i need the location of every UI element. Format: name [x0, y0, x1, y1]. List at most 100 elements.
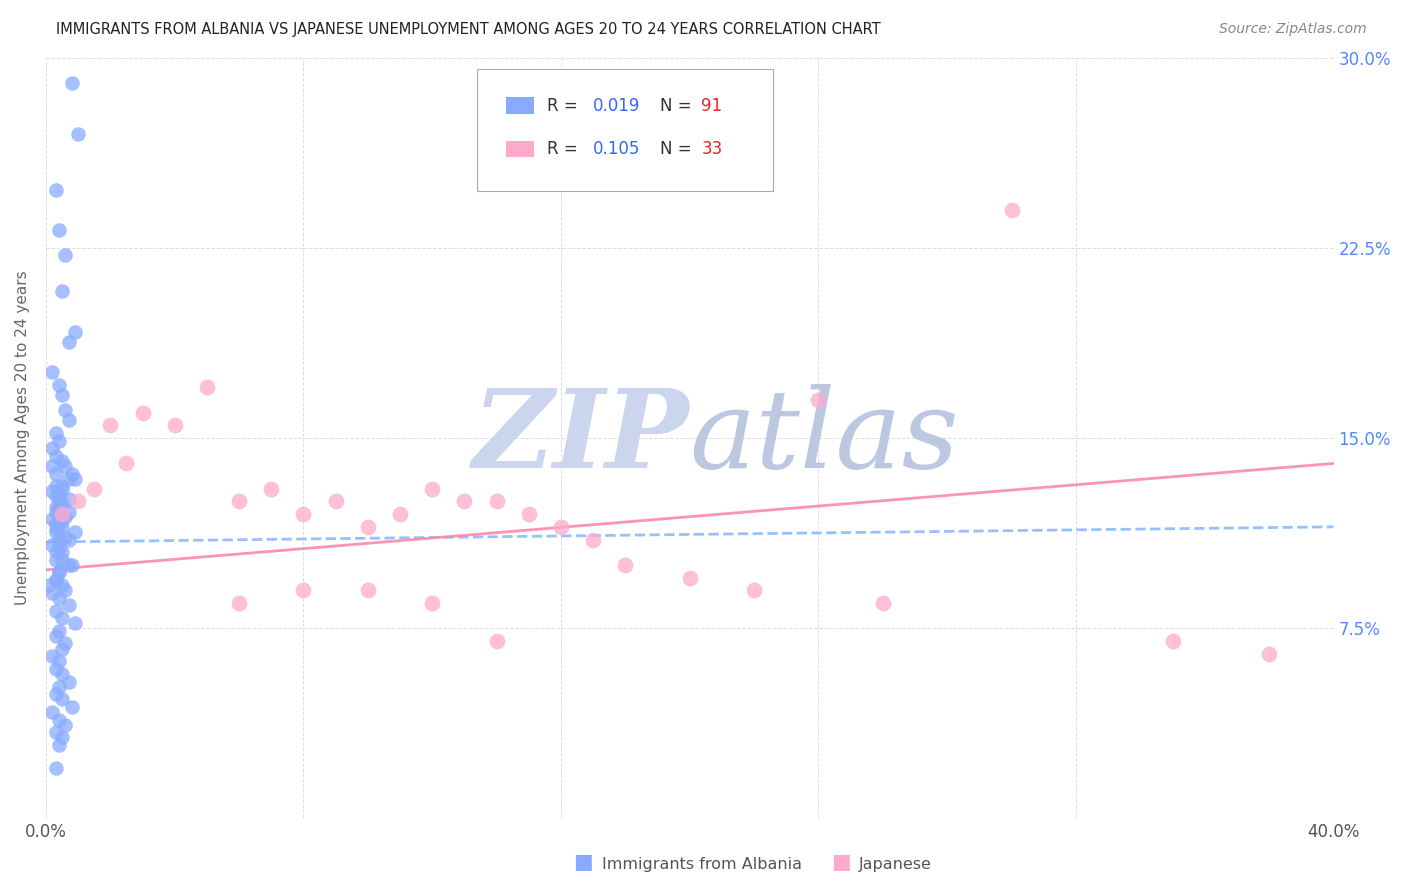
- Point: [45, 449, 67, 463]
- Point: [45, 182, 67, 196]
- Point: [453, 494, 475, 508]
- Point: [48, 566, 70, 580]
- Point: [51, 512, 73, 526]
- Point: [53, 530, 76, 544]
- Text: ■: ■: [574, 853, 593, 872]
- Point: [48, 491, 70, 506]
- Point: [614, 558, 637, 572]
- Point: [51, 667, 73, 681]
- Point: [48, 223, 70, 237]
- Point: [45, 524, 67, 539]
- Point: [517, 507, 540, 521]
- Point: [67, 494, 90, 508]
- Point: [195, 380, 218, 394]
- Point: [41, 586, 63, 600]
- Point: [45, 500, 67, 514]
- Point: [98, 418, 121, 433]
- Point: [48, 591, 70, 605]
- Point: [60, 558, 83, 572]
- Point: [53, 248, 76, 262]
- Point: [807, 392, 830, 407]
- Point: [485, 494, 508, 508]
- Text: Immigrants from Albania: Immigrants from Albania: [602, 857, 801, 872]
- Point: [357, 520, 380, 534]
- Text: 0.105: 0.105: [593, 140, 641, 158]
- Point: [228, 494, 250, 508]
- Text: IMMIGRANTS FROM ALBANIA VS JAPANESE UNEMPLOYMENT AMONG AGES 20 TO 24 YEARS CORRE: IMMIGRANTS FROM ALBANIA VS JAPANESE UNEM…: [56, 22, 882, 37]
- Point: [41, 441, 63, 455]
- Text: 33: 33: [702, 140, 723, 158]
- Point: [260, 482, 283, 496]
- Point: [48, 487, 70, 501]
- Point: [228, 596, 250, 610]
- Point: [51, 553, 73, 567]
- Point: [420, 596, 443, 610]
- Point: [45, 662, 67, 676]
- Text: 91: 91: [702, 96, 723, 114]
- Point: [389, 507, 412, 521]
- Point: [51, 482, 73, 496]
- Text: Japanese: Japanese: [859, 857, 932, 872]
- Point: [41, 705, 63, 719]
- Text: Source: ZipAtlas.com: Source: ZipAtlas.com: [1219, 22, 1367, 37]
- Point: [325, 494, 347, 508]
- Point: [58, 472, 80, 486]
- Point: [60, 76, 83, 90]
- Point: [48, 654, 70, 668]
- Point: [41, 484, 63, 499]
- Point: [48, 540, 70, 554]
- Text: atlas: atlas: [690, 384, 959, 491]
- Point: [1258, 647, 1281, 661]
- Point: [58, 558, 80, 572]
- Point: [48, 377, 70, 392]
- Point: [45, 573, 67, 587]
- Y-axis label: Unemployment Among Ages 20 to 24 years: Unemployment Among Ages 20 to 24 years: [15, 271, 30, 606]
- Point: [60, 467, 83, 481]
- Point: [45, 573, 67, 587]
- Point: [51, 641, 73, 656]
- Point: [63, 524, 86, 539]
- Point: [48, 566, 70, 580]
- Point: [45, 761, 67, 775]
- Point: [41, 649, 63, 664]
- Point: [53, 403, 76, 417]
- Text: N =: N =: [661, 96, 697, 114]
- FancyBboxPatch shape: [506, 97, 534, 114]
- Point: [83, 482, 105, 496]
- Point: [41, 538, 63, 552]
- Point: [41, 458, 63, 473]
- Point: [41, 365, 63, 379]
- Point: [45, 467, 67, 481]
- Point: [51, 578, 73, 592]
- Point: [550, 520, 572, 534]
- Point: [58, 533, 80, 547]
- Text: ZIP: ZIP: [472, 384, 690, 491]
- Text: ■: ■: [831, 853, 851, 872]
- Point: [53, 636, 76, 650]
- Point: [51, 611, 73, 625]
- Point: [45, 687, 67, 701]
- Text: N =: N =: [661, 140, 697, 158]
- Point: [51, 692, 73, 706]
- Point: [48, 624, 70, 638]
- Point: [45, 479, 67, 493]
- Point: [742, 583, 765, 598]
- Point: [48, 434, 70, 448]
- Point: [420, 482, 443, 496]
- Point: [48, 507, 70, 521]
- Point: [53, 509, 76, 524]
- Text: R =: R =: [547, 140, 583, 158]
- Point: [292, 507, 315, 521]
- Point: [45, 489, 67, 503]
- Point: [48, 738, 70, 752]
- Point: [51, 545, 73, 559]
- Point: [485, 634, 508, 648]
- Point: [45, 517, 67, 532]
- Point: [51, 497, 73, 511]
- Point: [41, 512, 63, 526]
- Point: [67, 127, 90, 141]
- Point: [53, 458, 76, 473]
- Point: [1161, 634, 1184, 648]
- Point: [58, 334, 80, 349]
- Point: [45, 505, 67, 519]
